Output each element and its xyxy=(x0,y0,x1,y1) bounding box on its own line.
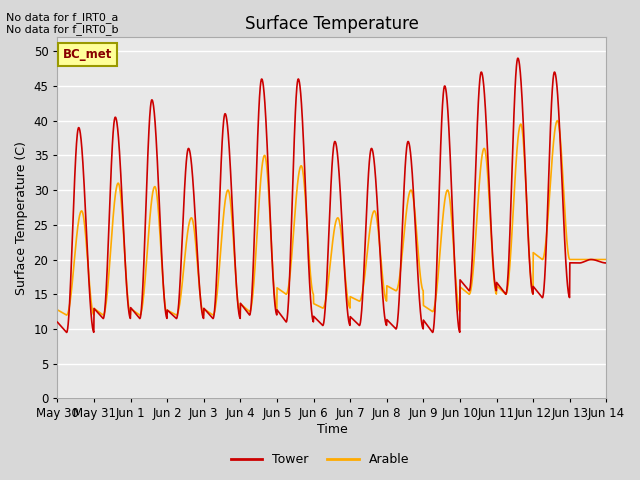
Title: Surface Temperature: Surface Temperature xyxy=(245,15,419,33)
Text: No data for f_IRT0_a: No data for f_IRT0_a xyxy=(6,12,119,23)
Legend: Tower, Arable: Tower, Arable xyxy=(226,448,414,471)
Text: BC_met: BC_met xyxy=(63,48,113,61)
Text: No data for f_IRT0_b: No data for f_IRT0_b xyxy=(6,24,119,35)
X-axis label: Time: Time xyxy=(317,423,348,436)
Y-axis label: Surface Temperature (C): Surface Temperature (C) xyxy=(15,141,28,295)
